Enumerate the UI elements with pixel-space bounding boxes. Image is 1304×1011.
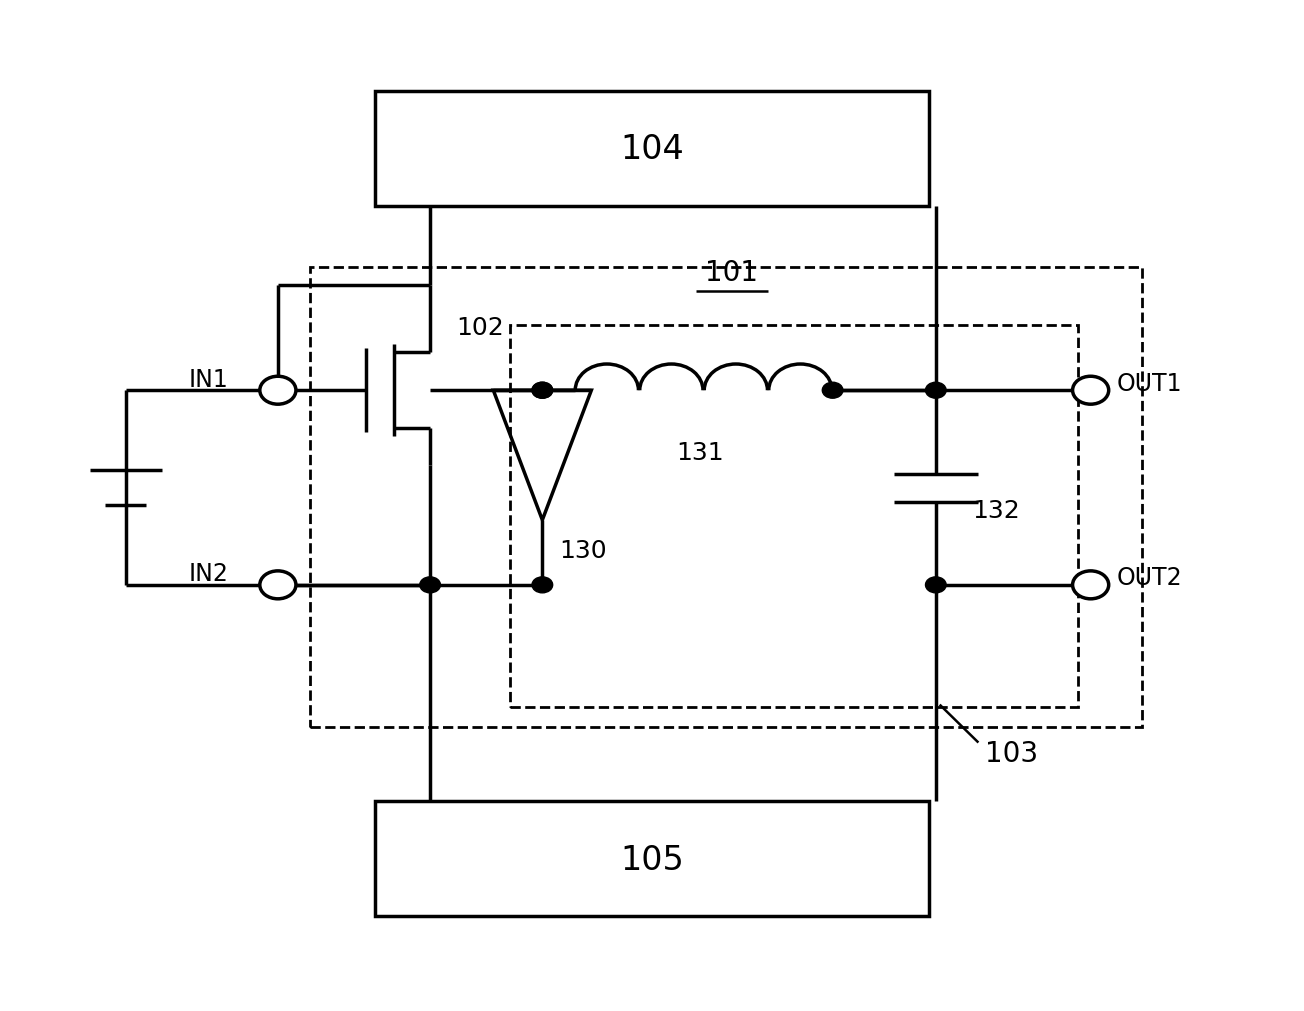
Text: 104: 104 (621, 133, 683, 166)
Circle shape (259, 377, 296, 404)
Text: OUT2: OUT2 (1116, 565, 1181, 589)
Text: IN2: IN2 (189, 561, 228, 585)
Circle shape (1073, 571, 1108, 600)
Bar (374, 92, 930, 206)
Circle shape (259, 571, 296, 600)
Bar (374, 802, 930, 916)
Circle shape (926, 383, 947, 398)
Circle shape (532, 577, 553, 593)
Circle shape (532, 383, 553, 398)
Text: 101: 101 (705, 259, 759, 287)
Text: 105: 105 (621, 843, 683, 876)
Text: 102: 102 (456, 316, 503, 340)
Text: 132: 132 (971, 498, 1020, 523)
Circle shape (532, 383, 553, 398)
Bar (310, 268, 1142, 727)
Text: 130: 130 (559, 539, 606, 562)
Text: IN1: IN1 (189, 368, 228, 392)
Circle shape (420, 577, 441, 593)
Bar (510, 326, 1077, 707)
Circle shape (823, 383, 842, 398)
Circle shape (1073, 377, 1108, 404)
Text: 131: 131 (675, 441, 724, 465)
Text: 103: 103 (985, 739, 1038, 766)
Text: OUT1: OUT1 (1116, 372, 1181, 396)
Circle shape (926, 577, 947, 593)
